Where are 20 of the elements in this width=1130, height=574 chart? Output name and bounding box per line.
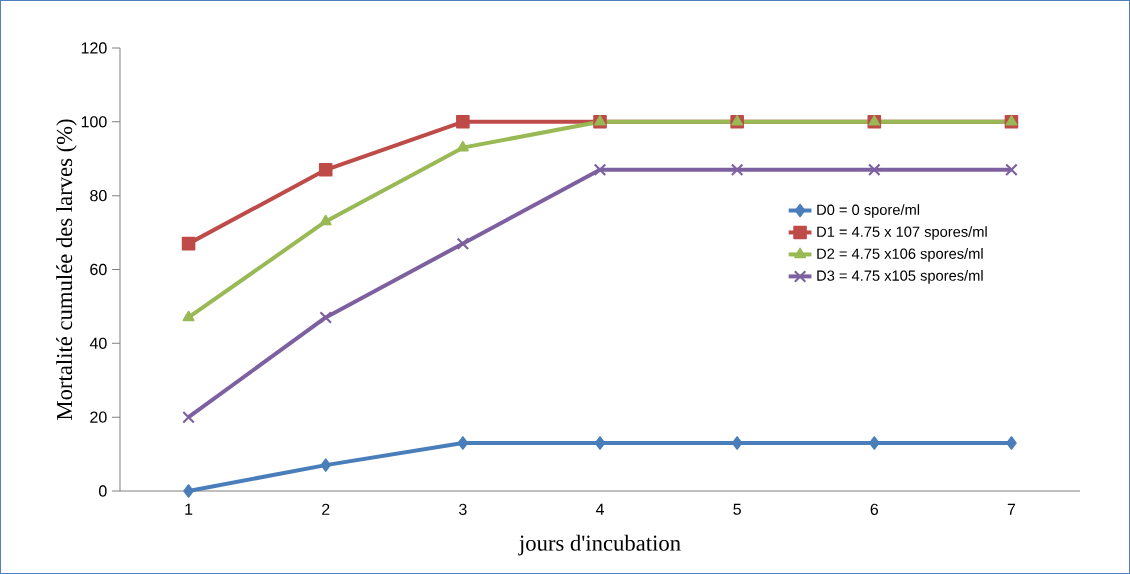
- y-tick-label: 80: [90, 189, 107, 202]
- y-tick-label: 100: [81, 116, 107, 128]
- x-tick-label: 2: [322, 503, 330, 515]
- legend-label: D0 = 0 spore/ml: [817, 204, 920, 218]
- x-tick-label: 4: [595, 503, 604, 515]
- legend-label: D1 = 4.75 x 107 spores/ml: [817, 226, 987, 240]
- y-axis-title: Mortalité cumulée des larves (%): [56, 119, 77, 420]
- x-tick-label: 7: [1007, 503, 1016, 515]
- x-tick-label: 5: [733, 503, 741, 515]
- y-tick-label: 60: [90, 263, 107, 276]
- x-axis-title: jours d'incubation: [518, 534, 681, 556]
- x-tick-label: 6: [870, 503, 879, 516]
- y-tick-label: 120: [81, 42, 107, 54]
- y-tick-label: 20: [90, 411, 107, 423]
- y-tick-label: 0: [99, 485, 107, 497]
- x-tick-label: 1: [185, 503, 193, 515]
- x-tick-label: 3: [459, 503, 467, 516]
- y-tick-label: 40: [89, 337, 107, 349]
- legend-label: D2 = 4.75 x106 spores/ml: [817, 248, 983, 262]
- legend-label: D3 = 4.75 x105 spores/ml: [817, 270, 983, 284]
